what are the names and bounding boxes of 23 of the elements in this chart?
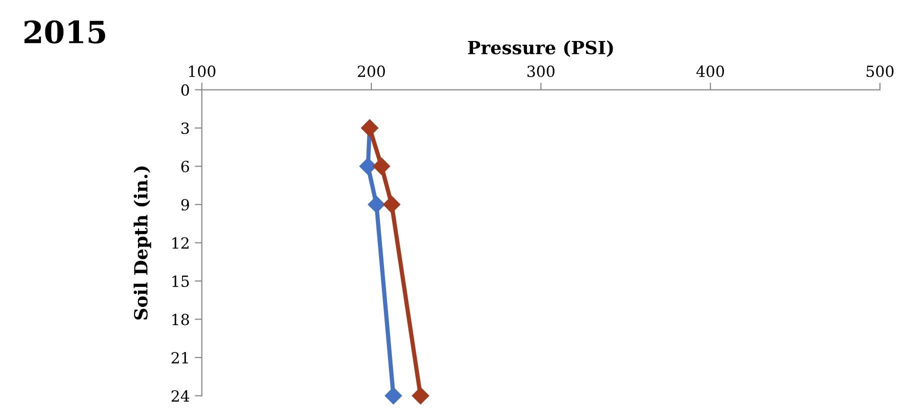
point (359, 158, 377, 175)
y-tick-label: 21 (172, 352, 188, 364)
x-tick-label: 100 (189, 66, 216, 78)
point (412, 387, 430, 404)
point (368, 196, 385, 214)
x-tick-label: 500 (866, 66, 894, 78)
y-tick-label: 9 (181, 198, 189, 211)
x-tick-label: 400 (696, 66, 724, 78)
y-tick-label: 15 (172, 275, 189, 288)
y-tick-label: 18 (172, 314, 189, 326)
y-tick-label: 3 (181, 122, 189, 134)
y-axis-title: Soil Depth (in.) (134, 166, 152, 320)
chart-title: 2015 (24, 20, 106, 44)
point (372, 158, 390, 175)
point (384, 387, 402, 404)
x-tick-label: 200 (358, 66, 385, 78)
point (383, 196, 400, 214)
y-tick-label: 6 (181, 160, 190, 172)
y-tick-label: 24 (172, 390, 190, 402)
x-tick-label: 300 (527, 66, 554, 78)
x-axis-title: Pressure (PSI) (468, 40, 613, 57)
y-tick-label: 0 (181, 84, 190, 96)
y-tick-label: 12 (172, 237, 189, 249)
